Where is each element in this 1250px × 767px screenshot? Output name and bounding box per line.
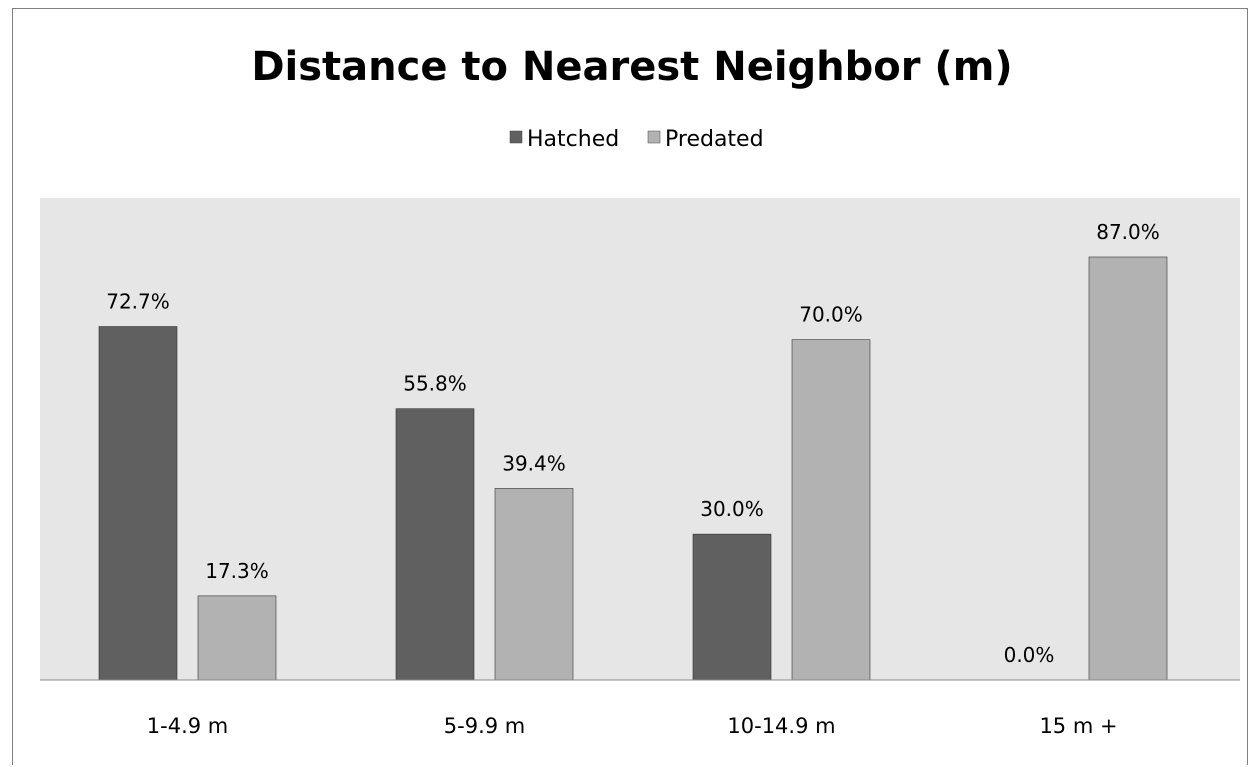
legend-swatch-hatched xyxy=(509,130,523,144)
bar-predated-2 xyxy=(791,339,871,681)
legend-label-hatched: Hatched xyxy=(527,127,619,152)
bar-predated-0 xyxy=(197,595,277,681)
category-label-1: 5-9.9 m xyxy=(444,714,525,738)
data-label-hatched-1: 55.8% xyxy=(403,372,467,396)
bar-hatched-0 xyxy=(98,326,178,681)
legend-label-predated: Predated xyxy=(665,127,764,152)
data-labels: 72.7% 17.3% 55.8% 39.4% 30.0% 70.0% 0.0% 87.0% xyxy=(106,220,1160,667)
chart-title: Distance to Nearest Neighbor (m) xyxy=(251,44,1012,90)
data-label-hatched-2: 30.0% xyxy=(700,497,764,521)
legend-swatch-predated xyxy=(647,130,661,144)
data-label-predated-0: 17.3% xyxy=(205,559,269,583)
data-label-predated-3: 87.0% xyxy=(1096,220,1160,244)
category-labels: 1-4.9 m 5-9.9 m 10-14.9 m 15 m + xyxy=(147,714,1118,738)
data-label-hatched-3: 0.0% xyxy=(1004,643,1055,667)
category-label-3: 15 m + xyxy=(1039,714,1117,738)
data-label-predated-1: 39.4% xyxy=(502,451,566,475)
bar-hatched-2 xyxy=(692,533,772,681)
bar-hatched-1 xyxy=(395,408,475,681)
bars xyxy=(98,256,1168,681)
legend: Hatched Predated xyxy=(509,127,764,152)
category-label-2: 10-14.9 m xyxy=(727,714,835,738)
bar-predated-3 xyxy=(1088,256,1168,681)
category-label-0: 1-4.9 m xyxy=(147,714,228,738)
data-label-hatched-0: 72.7% xyxy=(106,290,170,314)
bar-predated-1 xyxy=(494,488,574,681)
data-label-predated-2: 70.0% xyxy=(799,303,863,327)
